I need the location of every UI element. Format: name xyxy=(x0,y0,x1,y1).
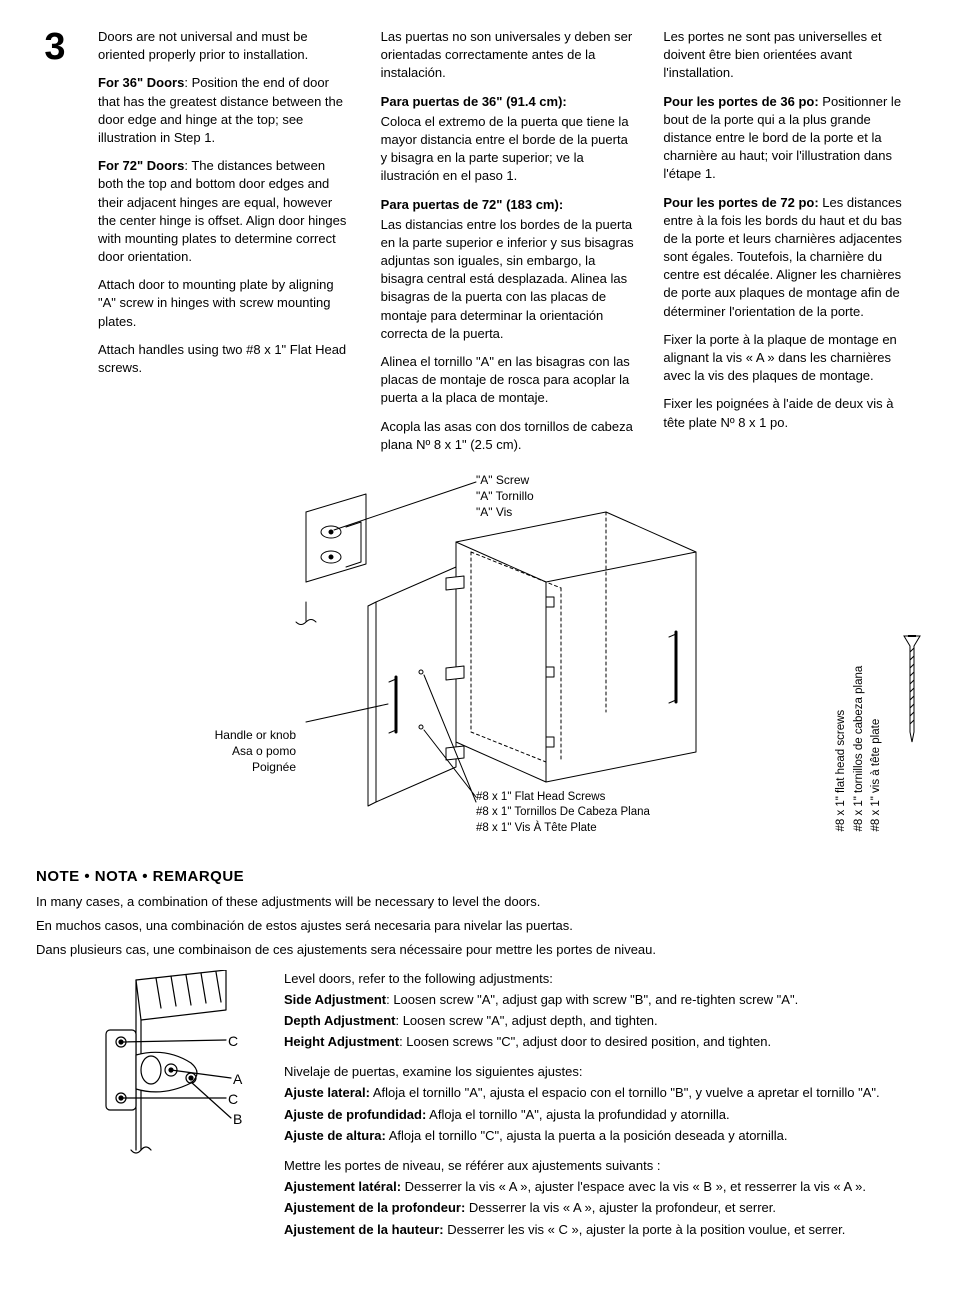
fr-p4: Fixer la porte à la plaque de montage en… xyxy=(663,331,918,386)
es-p1: Las puertas no son universales y deben s… xyxy=(381,28,636,83)
fr-p2: Pour les portes de 36 po: Positionner le… xyxy=(663,93,918,184)
es-p3-label: Para puertas de 72" (183 cm): xyxy=(381,196,636,214)
note-en: In many cases, a combination of these ad… xyxy=(36,893,918,911)
side-screw-callout: #8 x 1" flat head screws #8 x 1" tornill… xyxy=(834,632,924,832)
en-p1: Doors are not universal and must be orie… xyxy=(98,28,353,64)
col-fr: Les portes ne sont pas universelles et d… xyxy=(663,28,918,464)
hinge-svg xyxy=(36,970,256,1170)
fr-p5: Fixer les poignées à l'aide de deux vis … xyxy=(663,395,918,431)
hinge-label-c-bot: C xyxy=(228,1090,238,1110)
es-p2-label: Para puertas de 36" (91.4 cm): xyxy=(381,93,636,111)
adjust-es: Nivelaje de puertas, examine los siguien… xyxy=(284,1063,918,1145)
es-p3: Las distancias entre los bordes de la pu… xyxy=(381,216,636,343)
en-p4: Attach door to mounting plate by alignin… xyxy=(98,276,353,331)
cabinet-svg xyxy=(276,472,716,842)
cabinet-diagram: "A" Screw "A" Tornillo "A" Vis Handle or… xyxy=(36,472,918,852)
es-p2: Coloca el extremo de la puerta que tiene… xyxy=(381,113,636,186)
en-p2: For 36" Doors: Position the end of door … xyxy=(98,74,353,147)
adjustment-row: C A C B Level doors, refer to the follow… xyxy=(36,970,918,1251)
screw-icon xyxy=(900,632,924,752)
text-columns: Doors are not universal and must be orie… xyxy=(98,28,918,464)
note-fr: Dans plusieurs cas, une combinaison de c… xyxy=(36,941,918,959)
hinge-label-b: B xyxy=(233,1110,242,1130)
adjust-en: Level doors, refer to the following adju… xyxy=(284,970,918,1052)
en-p5: Attach handles using two #8 x 1" Flat He… xyxy=(98,341,353,377)
col-es: Las puertas no son universales y deben s… xyxy=(381,28,636,464)
fr-p3: Pour les portes de 72 po: Les distances … xyxy=(663,194,918,321)
side-screw-text: #8 x 1" flat head screws #8 x 1" tornill… xyxy=(834,666,885,832)
note-body: In many cases, a combination of these ad… xyxy=(36,893,918,960)
step-number: 3 xyxy=(36,28,74,464)
adjustment-text: Level doors, refer to the following adju… xyxy=(284,970,918,1251)
col-en: Doors are not universal and must be orie… xyxy=(98,28,353,464)
adjust-fr: Mettre les portes de niveau, se référer … xyxy=(284,1157,918,1239)
hinge-label-a: A xyxy=(233,1070,242,1090)
es-p4: Alinea el tornillo "A" en las bisagras c… xyxy=(381,353,636,408)
fr-p1: Les portes ne sont pas universelles et d… xyxy=(663,28,918,83)
hinge-detail: C A C B xyxy=(36,970,256,1170)
step-row: 3 Doors are not universal and must be or… xyxy=(36,28,918,464)
note-es: En muchos casos, una combinación de esto… xyxy=(36,917,918,935)
en-p3: For 72" Doors: The distances between bot… xyxy=(98,157,353,266)
label-handle: Handle or knob Asa o pomo Poignée xyxy=(156,727,296,776)
hinge-label-c-top: C xyxy=(228,1032,238,1052)
note-heading: NOTE • NOTA • REMARQUE xyxy=(36,866,918,887)
es-p5: Acopla las asas con dos tornillos de cab… xyxy=(381,418,636,454)
